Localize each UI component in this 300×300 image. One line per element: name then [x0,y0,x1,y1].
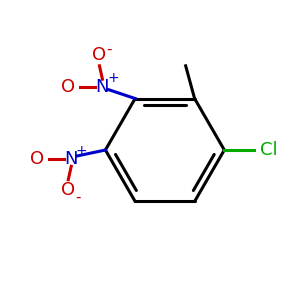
Text: O: O [61,78,75,96]
Text: N: N [64,150,78,168]
Text: O: O [30,150,44,168]
Text: -: - [106,42,112,57]
Text: N: N [96,78,109,96]
Text: +: + [107,71,119,85]
Text: O: O [92,46,106,64]
Text: -: - [75,190,81,205]
Text: O: O [61,181,75,199]
Text: +: + [76,144,88,158]
Text: Cl: Cl [260,141,278,159]
